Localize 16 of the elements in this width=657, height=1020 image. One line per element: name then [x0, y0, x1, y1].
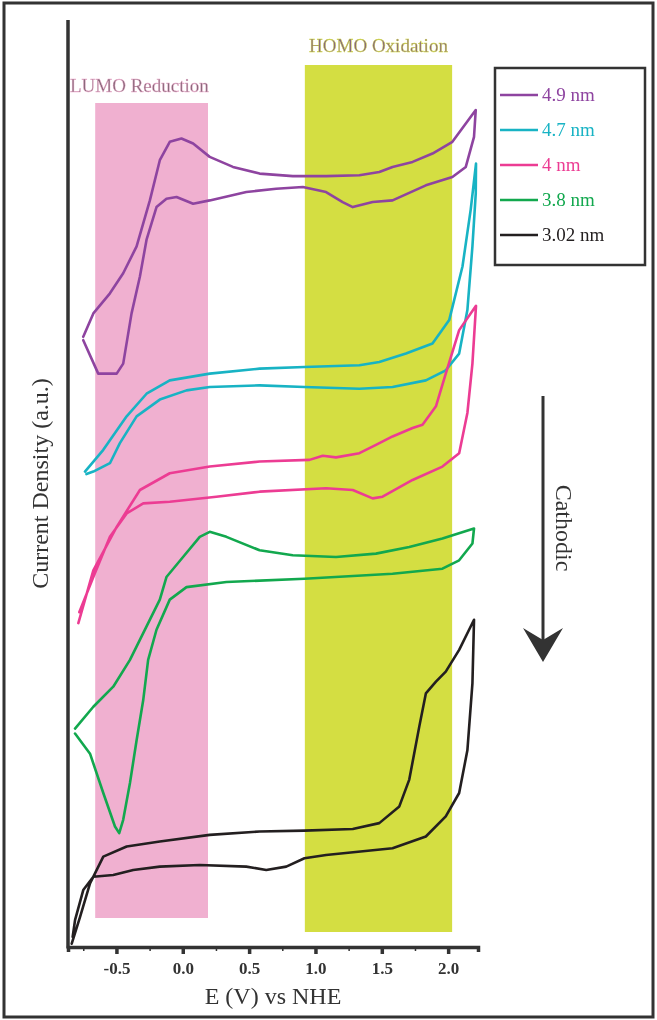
legend-label: 4.7 nm [542, 119, 595, 140]
x-tick-label: 1.5 [371, 958, 393, 978]
text: Cathodic [551, 484, 577, 572]
x-tick-label: 0.5 [238, 958, 261, 978]
x-axis-title: E (V) vs NHE [204, 983, 342, 1009]
band-label: LUMO Reduction [70, 75, 210, 96]
y-axis-title: Current Density (a.u.) [27, 378, 53, 589]
band-label: HOMO Oxidation [309, 35, 449, 56]
legend-label: 3.8 nm [542, 189, 595, 210]
legend-label: 4.9 nm [542, 84, 595, 105]
x-tick-label: 2.0 [438, 958, 460, 978]
x-tick-label: -0.5 [103, 958, 131, 978]
legend-label: 3.02 nm [542, 224, 605, 245]
x-tick-label: 1.0 [305, 958, 327, 978]
legend-label: 4 nm [542, 154, 581, 175]
x-tick-label: 0.0 [172, 958, 194, 978]
